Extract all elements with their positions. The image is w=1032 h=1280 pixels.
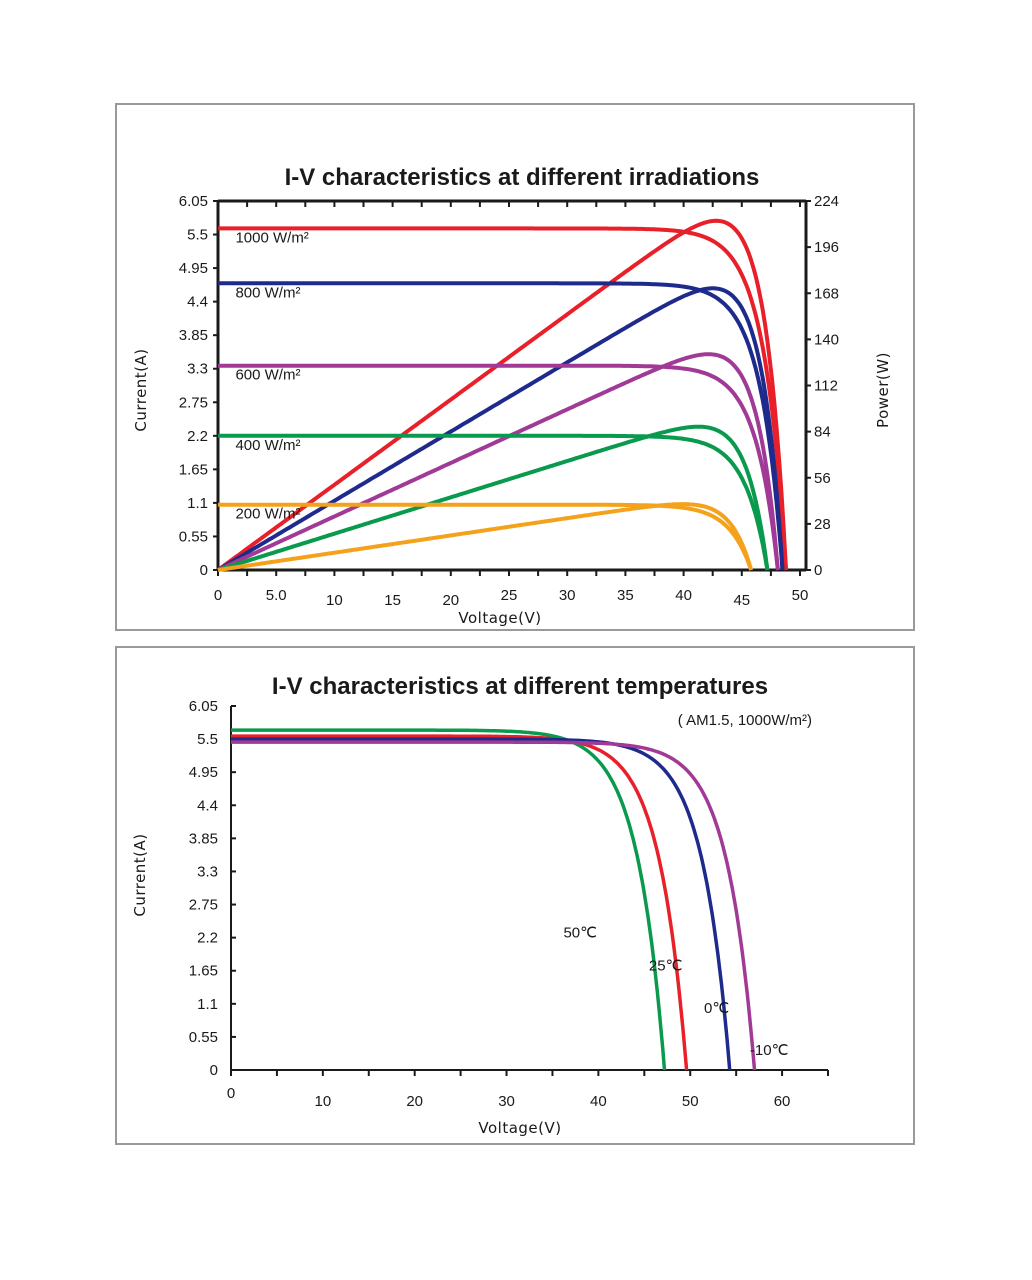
chart1-y-tick-label: 5.5: [187, 227, 208, 244]
chart2-y-tick-label: 4.4: [197, 797, 218, 814]
chart1-y-tick-label: 4.4: [187, 294, 208, 311]
chart1-iv-curve: [218, 433, 770, 571]
chart1-series-label: 1000 W/m²: [235, 229, 308, 246]
chart1-x-tick-label: 5.0: [266, 587, 287, 604]
chart1-xlabel: Voltage(V): [458, 609, 541, 627]
chart2-x-tick-label: 40: [590, 1093, 607, 1110]
chart1-x-tick-label: 25: [501, 587, 518, 604]
chart1-series-label: 400 W/m²: [235, 437, 300, 454]
chart1-y-tick-label: 2.2: [187, 428, 208, 445]
chart1-series-label: 600 W/m²: [235, 367, 300, 384]
chart1-series-label: 800 W/m²: [235, 284, 300, 301]
chart1-pv-curve: [216, 286, 785, 572]
chart2-series-label: -10℃: [750, 1042, 789, 1059]
chart2-y-tick-label: 3.85: [189, 830, 218, 847]
chart1-x-tick-label: 45: [733, 592, 750, 609]
chart2-subtitle: ( AM1.5, 1000W/m²): [678, 712, 812, 729]
chart2-series-label: 25℃: [649, 958, 683, 975]
chart1-y-tick-label: 1.65: [179, 461, 208, 478]
chart2-x-tick-label: 20: [406, 1093, 423, 1110]
chart2-x-tick-label: 60: [774, 1093, 791, 1110]
chart2-series-label: 0℃: [704, 1000, 729, 1017]
chart2-series-label: 50℃: [563, 925, 597, 942]
chart1-title: I-V characteristics at different irradia…: [285, 164, 760, 191]
chart2-y-tick-label: 2.2: [197, 930, 218, 947]
chart2-iv-curve: [231, 740, 757, 1071]
chart1-y-tick-label: 0: [200, 562, 208, 579]
chart1-y-tick-label: 1.1: [187, 495, 208, 512]
chart2-x-tick-label: 50: [682, 1093, 699, 1110]
chart1-series-label: 200 W/m²: [235, 506, 300, 523]
chart2-x-tick-label: 10: [315, 1093, 332, 1110]
chart1-y-tick-label: 4.95: [179, 260, 208, 277]
chart1-iv-curve: [218, 363, 780, 571]
chart1-y2-tick-label: 140: [814, 331, 839, 348]
chart1-y2-tick-label: 224: [814, 193, 839, 210]
chart2-ylabel: Current(A): [131, 833, 149, 916]
chart2-y-tick-label: 5.5: [197, 731, 218, 748]
chart2-iv-curve: [231, 737, 732, 1071]
chart2-y-tick-label: 4.95: [189, 764, 218, 781]
chart1-y2-tick-label: 196: [814, 239, 839, 256]
chart2-iv-curve: [231, 734, 689, 1071]
chart1-pv-curve: [217, 502, 754, 572]
chart1-x-tick-label: 10: [326, 592, 343, 609]
chart2-y-tick-label: 0.55: [189, 1029, 218, 1046]
chart1-y-tick-label: 2.75: [179, 394, 208, 411]
chart2-y-tick-label: 6.05: [189, 698, 218, 715]
chart2-iv-curve: [231, 728, 667, 1071]
chart2-xlabel: Voltage(V): [478, 1119, 561, 1137]
chart1-x-tick-label: 0: [214, 587, 222, 604]
chart1-y-tick-label: 0.55: [179, 528, 208, 545]
chart1-y-tick-label: 3.3: [187, 361, 208, 378]
chart1-y2-tick-label: 28: [814, 516, 831, 533]
chart1-y-tick-label: 6.05: [179, 193, 208, 210]
chart1-ylabel: Current(A): [132, 348, 150, 431]
chart2-y-tick-label: 3.3: [197, 863, 218, 880]
chart2-x-tick-label: 0: [227, 1085, 235, 1102]
chart1-x-tick-label: 20: [442, 592, 459, 609]
chart1-iv-curve: [218, 281, 785, 571]
chart1-pv-curve: [217, 424, 770, 572]
chart1-x-tick-label: 50: [792, 587, 809, 604]
chart1-x-tick-label: 35: [617, 587, 634, 604]
chart2-y-tick-label: 1.1: [197, 996, 218, 1013]
chart1-pv-curve: [217, 352, 780, 572]
chart1-x-tick-label: 40: [675, 587, 692, 604]
chart2-x-tick-label: 30: [498, 1093, 515, 1110]
chart1-y2-tick-label: 112: [814, 378, 838, 395]
chart1-pv-curve: [216, 218, 788, 572]
chart2-y-tick-label: 0: [210, 1062, 218, 1079]
chart1-y2-tick-label: 84: [814, 424, 831, 441]
chart1-y-tick-label: 3.85: [179, 327, 208, 344]
chart2-title: I-V characteristics at different tempera…: [272, 673, 768, 700]
chart1-y2-tick-label: 0: [814, 562, 822, 579]
chart1-y2label: Power(W): [874, 352, 892, 428]
chart2-y-tick-label: 1.65: [189, 963, 218, 980]
chart1-y2-tick-label: 56: [814, 470, 831, 487]
chart1-iv-curve: [218, 226, 788, 571]
chart1-x-tick-label: 15: [384, 592, 401, 609]
chart2-y-tick-label: 2.75: [189, 897, 218, 914]
chart1-x-tick-label: 30: [559, 587, 576, 604]
chart1-y2-tick-label: 168: [814, 285, 839, 302]
